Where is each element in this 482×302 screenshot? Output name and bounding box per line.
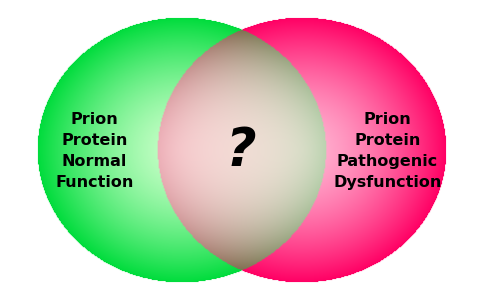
Text: Prion
Protein
Normal
Function: Prion Protein Normal Function <box>55 112 134 190</box>
Text: Prion
Protein
Pathogenic
Dysfunction: Prion Protein Pathogenic Dysfunction <box>334 112 442 190</box>
Text: ?: ? <box>226 125 256 177</box>
